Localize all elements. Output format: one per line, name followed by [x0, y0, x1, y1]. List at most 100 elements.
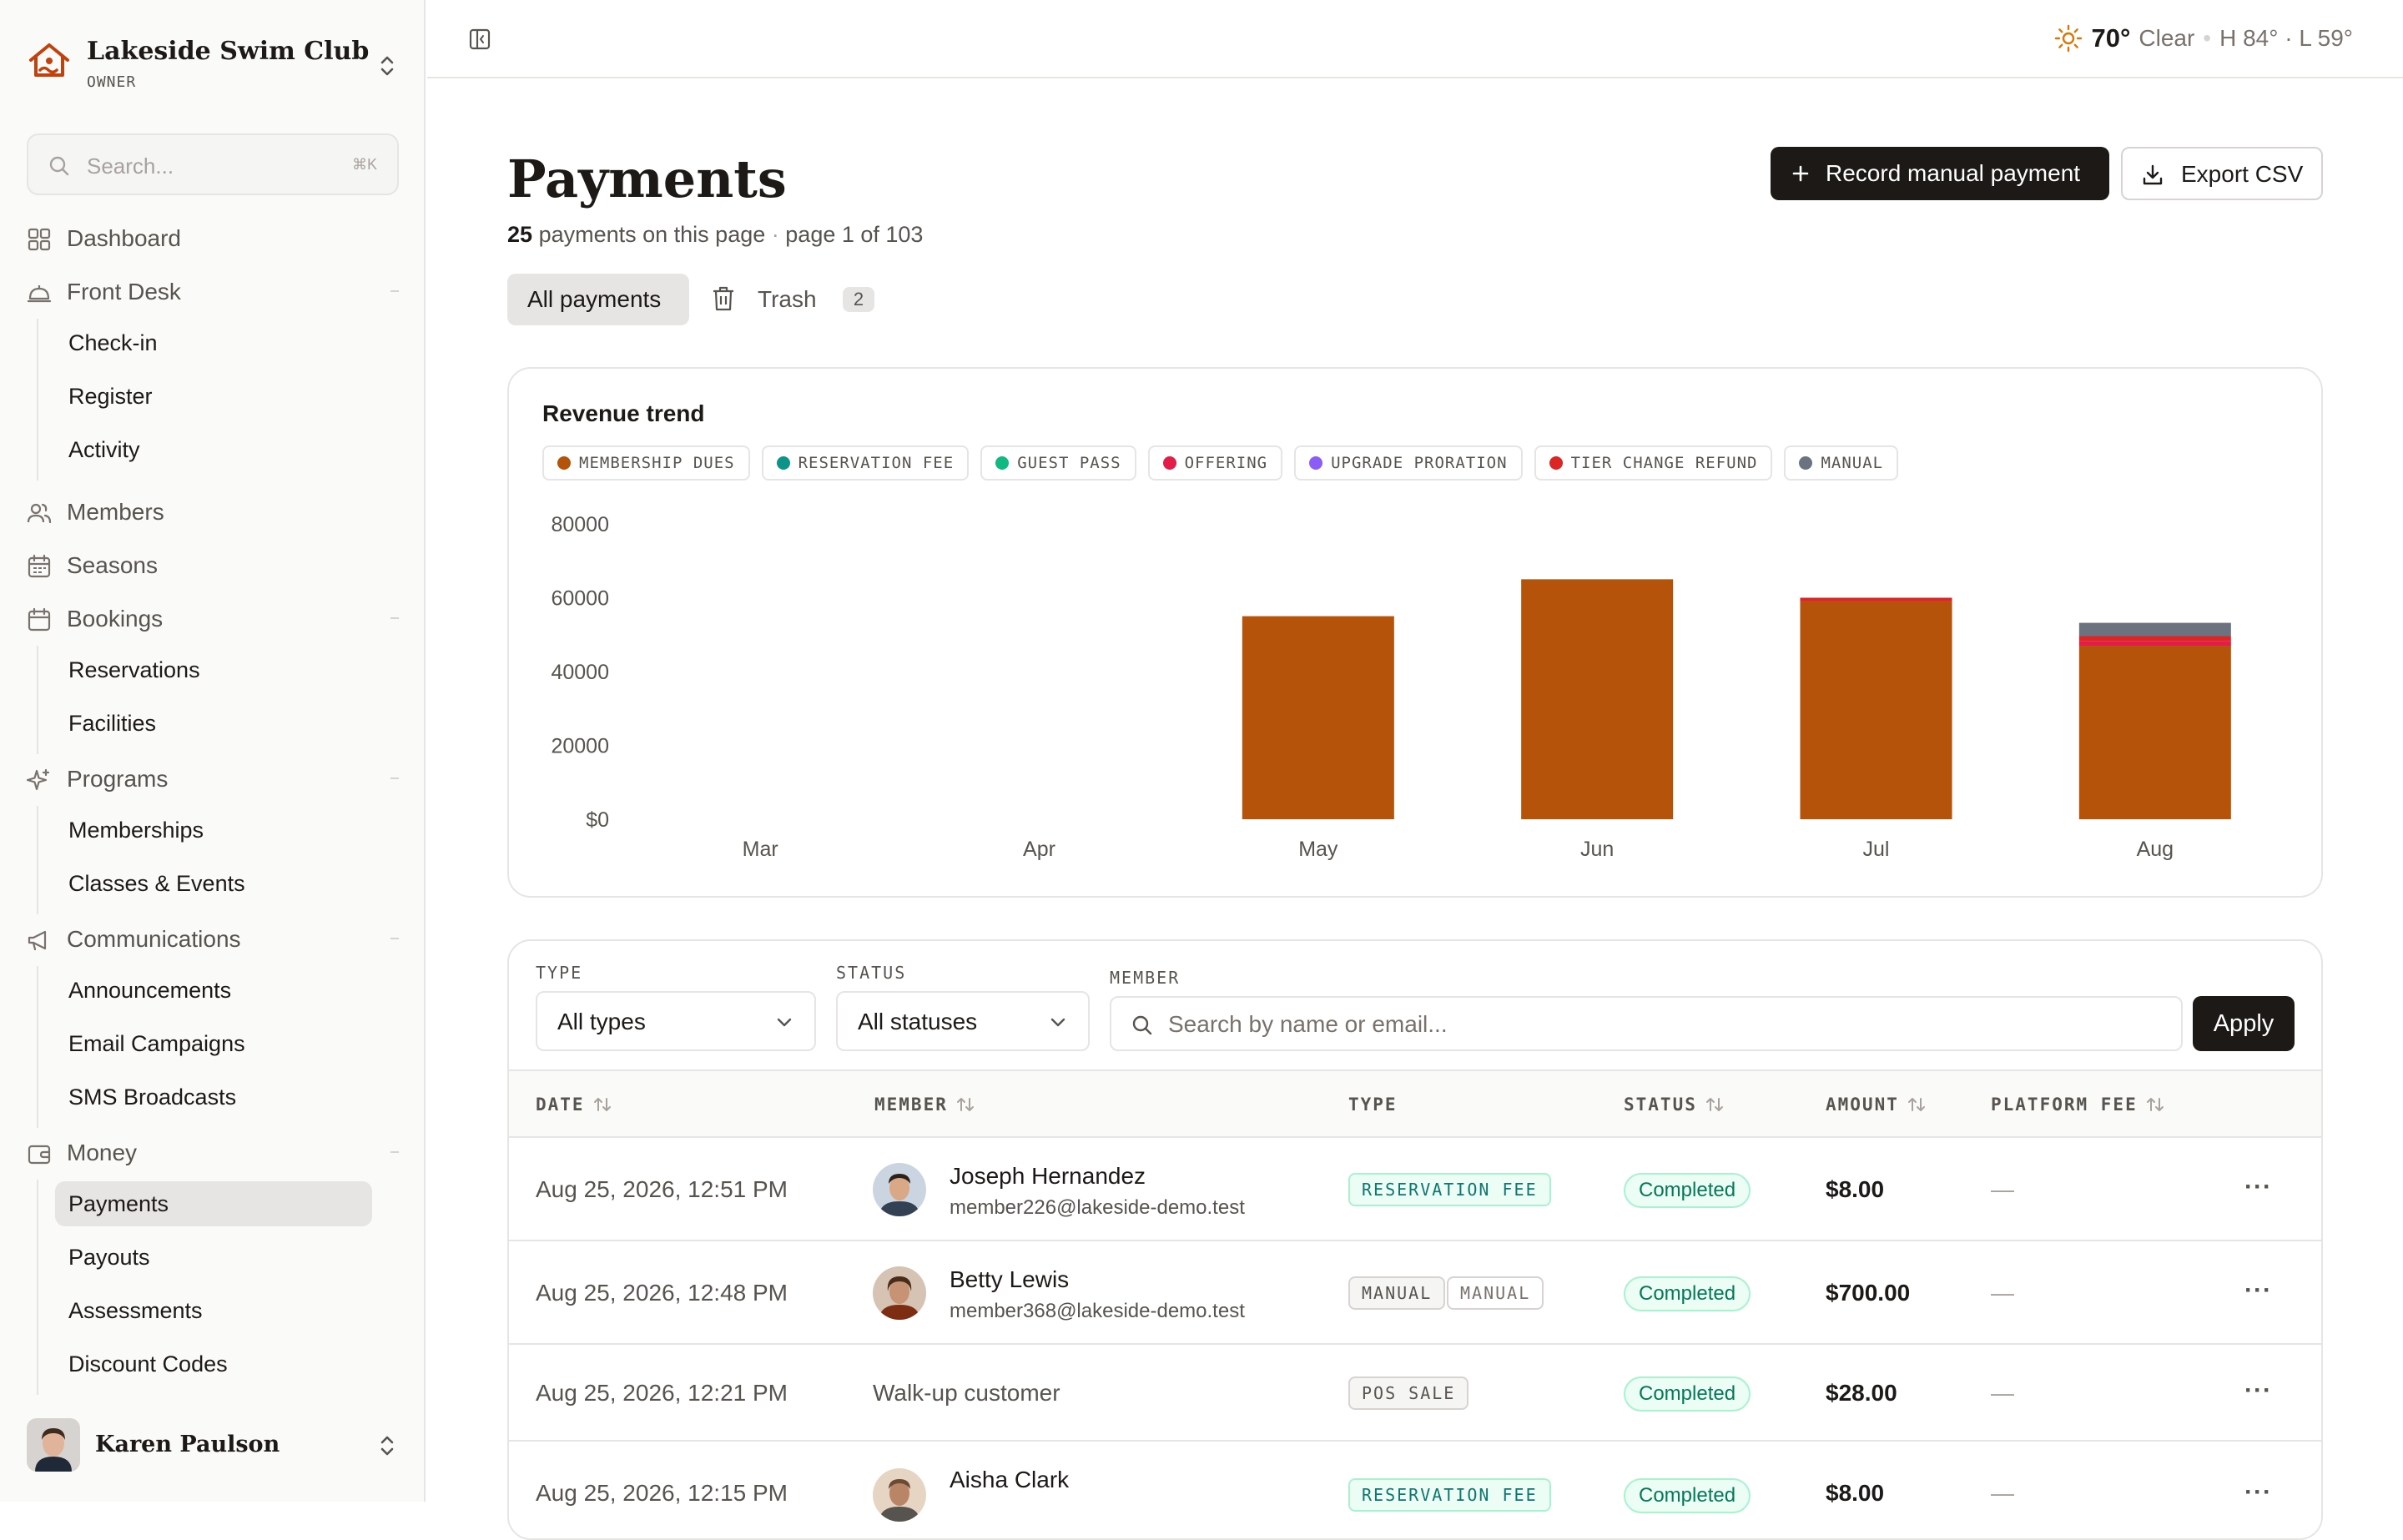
- table-row[interactable]: Aug 25, 2026, 12:15 PM Aisha Clark RESER…: [509, 1442, 2321, 1538]
- nav-item-payouts[interactable]: Payouts: [55, 1235, 372, 1280]
- legend-swatch: [557, 456, 571, 470]
- nav-item-label: SMS Broadcasts: [68, 1085, 237, 1110]
- bar-segment[interactable]: [1521, 579, 1674, 819]
- nav-members[interactable]: Members: [27, 492, 399, 532]
- nav-front-desk[interactable]: Front Desk: [27, 272, 399, 312]
- column-header-member[interactable]: MEMBER: [874, 1095, 975, 1115]
- apply-filters-button[interactable]: Apply: [2193, 996, 2295, 1051]
- member-search-input[interactable]: Search by name or email...: [1110, 996, 2183, 1051]
- nav-item-label: Payments: [68, 1191, 169, 1216]
- subtitle-separator: ·: [771, 222, 779, 247]
- bar-segment[interactable]: [1800, 597, 1952, 601]
- chevron-up-down-icon[interactable]: [375, 52, 399, 80]
- tab-trash[interactable]: Trash 2: [704, 274, 879, 325]
- legend-swatch: [1162, 456, 1176, 470]
- legend-item[interactable]: MANUAL: [1784, 445, 1899, 481]
- platform-fee: —: [1991, 1480, 2014, 1506]
- legend-item[interactable]: MEMBERSHIP DUES: [542, 445, 750, 481]
- nav-item-reservations[interactable]: Reservations: [55, 647, 372, 692]
- status-filter-label: STATUS: [836, 963, 907, 983]
- x-tick-label: Apr: [1023, 838, 1055, 861]
- nav-dashboard[interactable]: Dashboard: [27, 219, 399, 259]
- type-badge: POS SALE: [1348, 1376, 1469, 1410]
- row-actions-button[interactable]: ···: [2244, 1173, 2272, 1200]
- member-name[interactable]: Aisha Clark: [950, 1467, 1070, 1492]
- nav-item-classes-events[interactable]: Classes & Events: [55, 861, 372, 906]
- nav-programs[interactable]: Programs: [27, 759, 399, 799]
- calendar-icon: [28, 554, 51, 578]
- sort-icon: [956, 1098, 974, 1111]
- avatar: [873, 1468, 926, 1522]
- record-manual-payment-button[interactable]: Record manual payment: [1771, 147, 2109, 200]
- legend-item[interactable]: RESERVATION FEE: [761, 445, 970, 481]
- legend-label: TIER CHANGE REFUND: [1570, 454, 1758, 472]
- export-csv-button[interactable]: Export CSV: [2121, 147, 2323, 200]
- nav-item-assessments[interactable]: Assessments: [55, 1288, 372, 1333]
- nav-item-register[interactable]: Register: [55, 374, 372, 419]
- payment-amount: $8.00: [1826, 1480, 1885, 1506]
- user-name: Karen Paulson: [95, 1432, 280, 1457]
- x-tick-label: Aug: [2137, 838, 2174, 861]
- chevron-down-icon: [1050, 1018, 1065, 1027]
- header-label: STATUS: [1624, 1095, 1697, 1115]
- bar-segment[interactable]: [2078, 636, 2231, 642]
- user-menu[interactable]: Karen Paulson: [27, 1418, 399, 1477]
- club-logo-icon: [29, 43, 69, 77]
- table-row[interactable]: Aug 25, 2026, 12:48 PM Betty Lewis membe…: [509, 1241, 2321, 1345]
- row-actions-button[interactable]: ···: [2244, 1478, 2272, 1506]
- legend-item[interactable]: GUEST PASS: [980, 445, 1136, 481]
- nav-item-check-in[interactable]: Check-in: [55, 320, 372, 365]
- row-actions-button[interactable]: ···: [2244, 1276, 2272, 1304]
- bar-segment[interactable]: [2078, 641, 2231, 647]
- button-label: Record manual payment: [1826, 160, 2081, 186]
- tab-all-payments[interactable]: All payments: [507, 274, 689, 325]
- sidebar-toggle-icon[interactable]: [469, 28, 491, 50]
- bar-segment[interactable]: [1242, 616, 1394, 819]
- header-label: MEMBER: [874, 1095, 948, 1115]
- nav-item-payments[interactable]: Payments: [55, 1181, 372, 1226]
- type-filter-label: TYPE: [536, 963, 583, 983]
- column-header-status[interactable]: STATUS: [1624, 1095, 1724, 1115]
- search-icon: [49, 156, 69, 176]
- bar-segment[interactable]: [1800, 601, 1952, 819]
- collapse-indicator: [390, 1151, 399, 1153]
- legend-item[interactable]: UPGRADE PRORATION: [1294, 445, 1523, 481]
- nav-seasons[interactable]: Seasons: [27, 546, 399, 586]
- member-name[interactable]: Betty Lewis: [950, 1266, 1070, 1292]
- legend-item[interactable]: TIER CHANGE REFUND: [1534, 445, 1773, 481]
- sidebar-search[interactable]: Search... ⌘K: [27, 133, 399, 195]
- table-row[interactable]: Aug 25, 2026, 12:21 PM Walk-up customer …: [509, 1345, 2321, 1442]
- nav-item-facilities[interactable]: Facilities: [55, 701, 372, 746]
- chart-title: Revenue trend: [542, 400, 705, 426]
- nav-item-email-campaigns[interactable]: Email Campaigns: [55, 1021, 372, 1066]
- column-header-amount[interactable]: AMOUNT: [1826, 1095, 1926, 1115]
- type-filter-select[interactable]: All types: [536, 991, 816, 1051]
- table-row[interactable]: Aug 25, 2026, 12:51 PM Joseph Hernandez …: [509, 1138, 2321, 1241]
- nav-bookings[interactable]: Bookings: [27, 599, 399, 639]
- status-filter-select[interactable]: All statuses: [836, 991, 1090, 1051]
- status-badge: Completed: [1624, 1478, 1751, 1513]
- club-switcher[interactable]: Lakeside Swim Club OWNER: [27, 33, 399, 95]
- column-header-date[interactable]: DATE: [536, 1095, 612, 1115]
- legend-swatch: [776, 456, 790, 470]
- member-name[interactable]: Joseph Hernandez: [950, 1163, 1146, 1189]
- avatar: [873, 1266, 926, 1320]
- main-content: Payments 25 payments on this page · page…: [427, 80, 2403, 1540]
- subtype-badge: MANUAL: [1447, 1276, 1544, 1310]
- weather-temp: 70°: [2091, 23, 2131, 53]
- row-actions-button[interactable]: ···: [2244, 1376, 2272, 1404]
- nav-label: Members: [67, 499, 164, 525]
- nav-item-announcements[interactable]: Announcements: [55, 968, 372, 1013]
- nav-item-memberships[interactable]: Memberships: [55, 808, 372, 853]
- bar-segment[interactable]: [2078, 622, 2231, 637]
- select-value: All types: [557, 1009, 646, 1034]
- platform-fee: —: [1991, 1380, 2014, 1406]
- nav-item-discount-codes[interactable]: Discount Codes: [55, 1341, 372, 1387]
- legend-item[interactable]: OFFERING: [1147, 445, 1283, 481]
- nav-item-sms-broadcasts[interactable]: SMS Broadcasts: [55, 1074, 372, 1120]
- column-header-platform-fee[interactable]: PLATFORM FEE: [1991, 1095, 2164, 1115]
- nav-item-activity[interactable]: Activity: [55, 427, 372, 472]
- nav-money[interactable]: Money: [27, 1133, 399, 1173]
- bar-segment[interactable]: [2078, 646, 2231, 819]
- nav-communications[interactable]: Communications: [27, 919, 399, 959]
